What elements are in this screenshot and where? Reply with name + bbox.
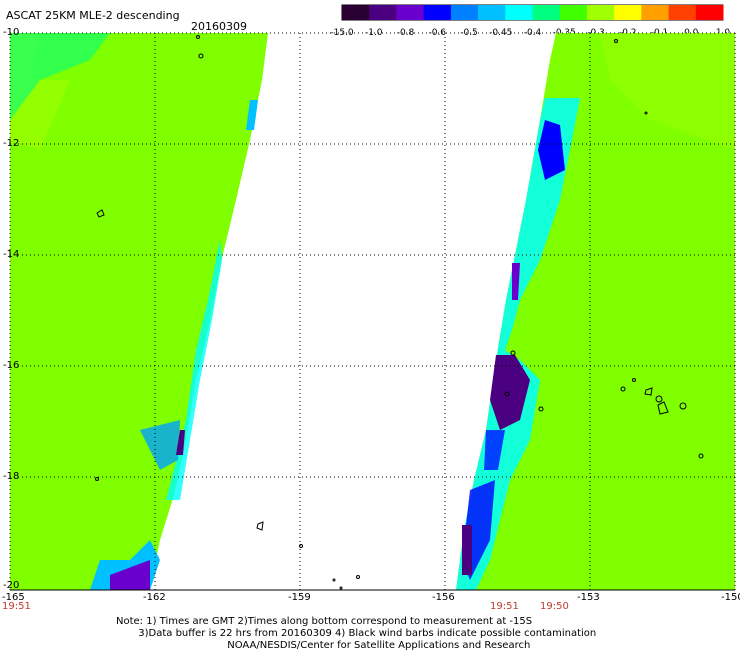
lon-label: -150: [721, 592, 740, 603]
colorbar-swatch: [423, 5, 452, 20]
lat-label: -20: [3, 580, 20, 591]
lat-label: -10: [3, 27, 20, 38]
map-title: ASCAT 25KM MLE-2 descending: [6, 9, 180, 22]
colorbar-tick-label: -0.4: [524, 28, 542, 38]
colorbar-swatch: [342, 5, 370, 20]
note-line: Note: 1) Times are GMT 2)Times along bot…: [116, 616, 533, 627]
colorbar-swatch: [695, 5, 724, 20]
colorbar-swatches: [342, 5, 724, 20]
map-date: 20160309: [191, 20, 247, 33]
colorbar-swatch: [478, 5, 506, 20]
swath-left: [10, 33, 268, 590]
lat-label: -18: [3, 471, 20, 482]
note-line: NOAA/NESDIS/Center for Satellite Applica…: [116, 640, 531, 651]
colorbar-tick-label: -0.6: [428, 28, 446, 38]
colorbar-swatch: [614, 5, 642, 20]
lat-label: -16: [3, 360, 20, 371]
colorbar-swatch: [668, 5, 697, 20]
colorbar-tick-label: -1.0: [365, 28, 383, 38]
note-line: 3)Data buffer is 22 hrs from 20160309 4)…: [116, 628, 597, 639]
lon-label: -153: [577, 592, 600, 603]
lon-label: -162: [143, 592, 166, 603]
colorbar-tick-label: -0.45: [489, 28, 512, 38]
swath-right: [456, 33, 735, 590]
colorbar-swatch: [369, 5, 397, 20]
pass-time: 19:50: [540, 601, 569, 612]
colorbar-tick-label: -0.8: [397, 28, 415, 38]
colorbar-swatch: [396, 5, 425, 20]
colorbar-swatch: [532, 5, 561, 20]
lon-label: -165: [2, 592, 25, 603]
lat-label: -14: [3, 249, 20, 260]
colorbar-swatch: [586, 5, 615, 20]
footnotes: Note: 1) Times are GMT 2)Times along bot…: [116, 616, 596, 652]
graticule: [9, 32, 736, 590]
lat-label: -12: [3, 138, 20, 149]
pass-time: 19:51: [2, 601, 31, 612]
lon-label: -159: [288, 592, 311, 603]
lon-label: -156: [432, 592, 455, 603]
colorbar-swatch: [641, 5, 670, 20]
pass-time: 19:51: [490, 601, 519, 612]
colorbar-swatch: [450, 5, 479, 20]
colorbar-swatch: [505, 5, 533, 20]
island-outlines: [95, 35, 704, 590]
colorbar-tick-label: -0.5: [460, 28, 478, 38]
colorbar-swatch: [559, 5, 588, 20]
